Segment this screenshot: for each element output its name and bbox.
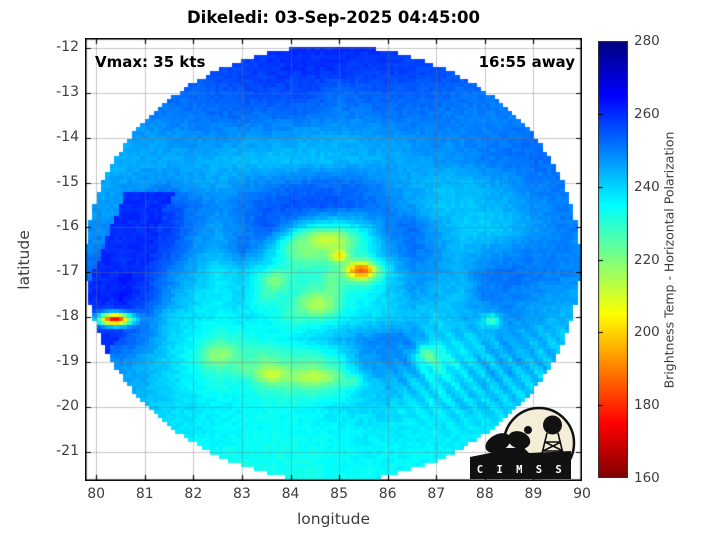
colorbar-tick-label: 220: [634, 251, 660, 268]
chart-title: Dikeledi: 03-Sep-2025 04:45:00: [186, 8, 481, 27]
logo-text: C I M S S: [477, 464, 565, 476]
x-tick-label: 85: [330, 486, 348, 502]
colorbar-label: Brightness Temp - Horizontal Polarizatio…: [661, 131, 677, 389]
y-tick-label: -17: [56, 263, 79, 280]
x-tick-label: 89: [524, 486, 543, 502]
x-tick-label: 86: [378, 486, 397, 502]
x-tick-label: 90: [573, 486, 591, 502]
water-tower-icon: [539, 432, 566, 463]
colorbar-tick-label: 180: [634, 397, 660, 414]
logo-banner: [470, 449, 571, 479]
x-tick-label: 80: [87, 486, 106, 502]
x-tick-label: 82: [184, 486, 203, 502]
x-axis-label: longitude: [296, 510, 371, 528]
y-tick-label: -14: [56, 128, 79, 145]
y-tick-label: -15: [56, 173, 79, 190]
x-tick-label: 87: [427, 486, 446, 502]
colorbar-tick-label: 280: [634, 33, 660, 49]
y-tick-label: -16: [56, 218, 79, 235]
y-tick-label: -13: [56, 83, 79, 100]
colorbar-tick-label: 260: [634, 105, 660, 122]
x-tick-label: 81: [135, 486, 154, 502]
y-tick-label: -12: [56, 38, 79, 55]
y-tick-label: -21: [56, 442, 79, 459]
cimss-logo: C I M S S: [470, 406, 576, 480]
heatmap-canvas: [85, 38, 582, 481]
x-tick-label: 83: [232, 486, 251, 502]
y-tick-label: -18: [56, 308, 79, 325]
colorbar-tick-label: 160: [634, 470, 660, 486]
annotation-time-away: 16:55 away: [478, 53, 575, 71]
plot-area: Vmax: 35 kts 16:55 away: [85, 38, 582, 481]
water-tower-ball-icon: [543, 415, 562, 435]
x-tick-label: 88: [475, 486, 494, 502]
colorbar-tick-label: 200: [634, 324, 660, 341]
colorbar: [598, 41, 628, 478]
y-axis-label: latitude: [15, 230, 33, 290]
y-tick-label: -20: [56, 397, 79, 414]
annotation-vmax: Vmax: 35 kts: [95, 53, 206, 71]
y-tick-label: -19: [56, 353, 79, 370]
colorbar-tick-label: 240: [634, 178, 660, 195]
x-tick-label: 84: [281, 486, 300, 502]
